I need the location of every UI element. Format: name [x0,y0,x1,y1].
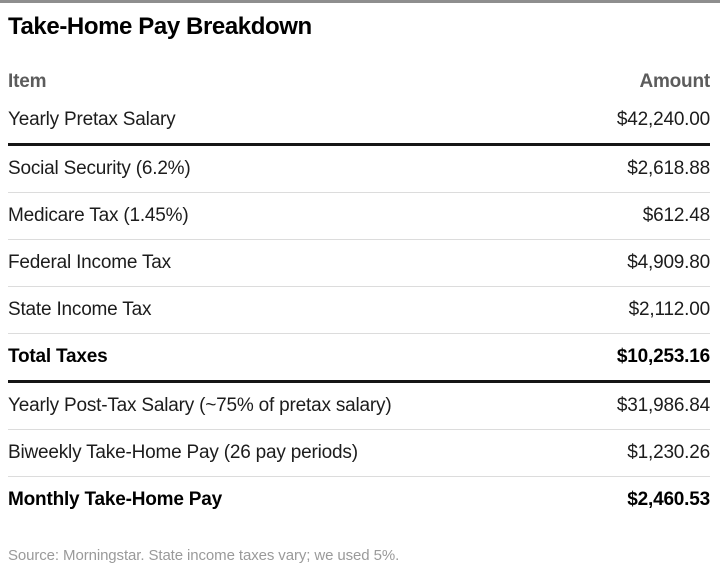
table-row: Yearly Post-Tax Salary (~75% of pretax s… [8,383,710,430]
take-home-pay-table: Take-Home Pay Breakdown Item Amount Year… [0,13,720,564]
row-item-label: Total Taxes [8,346,108,367]
row-amount: $2,460.53 [627,489,710,510]
row-amount: $10,253.16 [616,346,710,367]
table-row: Yearly Pretax Salary $42,240.00 [8,97,710,146]
table-row: State Income Tax $2,112.00 [8,287,710,334]
row-amount: $2,112.00 [628,299,711,320]
row-item-label: Monthly Take-Home Pay [8,489,222,510]
row-amount: $4,909.80 [627,252,710,273]
row-item-label: Federal Income Tax [8,252,171,273]
table-header-row: Item Amount [8,67,710,97]
row-item-label: Biweekly Take-Home Pay (26 pay periods) [8,442,358,463]
row-amount: $42,240.00 [616,109,710,130]
column-header-item: Item [8,71,47,92]
column-header-amount: Amount [639,71,710,92]
row-item-label: Yearly Post-Tax Salary (~75% of pretax s… [8,395,392,416]
row-item-label: Medicare Tax (1.45%) [8,205,189,226]
row-item-label: Social Security (6.2%) [8,158,191,179]
table-row: Federal Income Tax $4,909.80 [8,240,710,287]
table-row-monthly-take-home: Monthly Take-Home Pay $2,460.53 [8,477,710,523]
page-title: Take-Home Pay Breakdown [8,13,312,40]
table-row: Biweekly Take-Home Pay (26 pay periods) … [8,430,710,477]
row-amount: $31,986.84 [616,395,710,416]
row-amount: $2,618.88 [627,158,710,179]
source-note: Source: Morningstar. State income taxes … [8,547,400,564]
table-row: Medicare Tax (1.45%) $612.48 [8,193,710,240]
top-divider-bar [0,0,720,3]
row-item-label: State Income Tax [8,299,152,320]
row-item-label: Yearly Pretax Salary [8,109,176,130]
row-amount: $1,230.26 [627,442,710,463]
table-row: Social Security (6.2%) $2,618.88 [8,146,710,193]
table-row-total-taxes: Total Taxes $10,253.16 [8,334,710,383]
row-amount: $612.48 [642,205,710,226]
